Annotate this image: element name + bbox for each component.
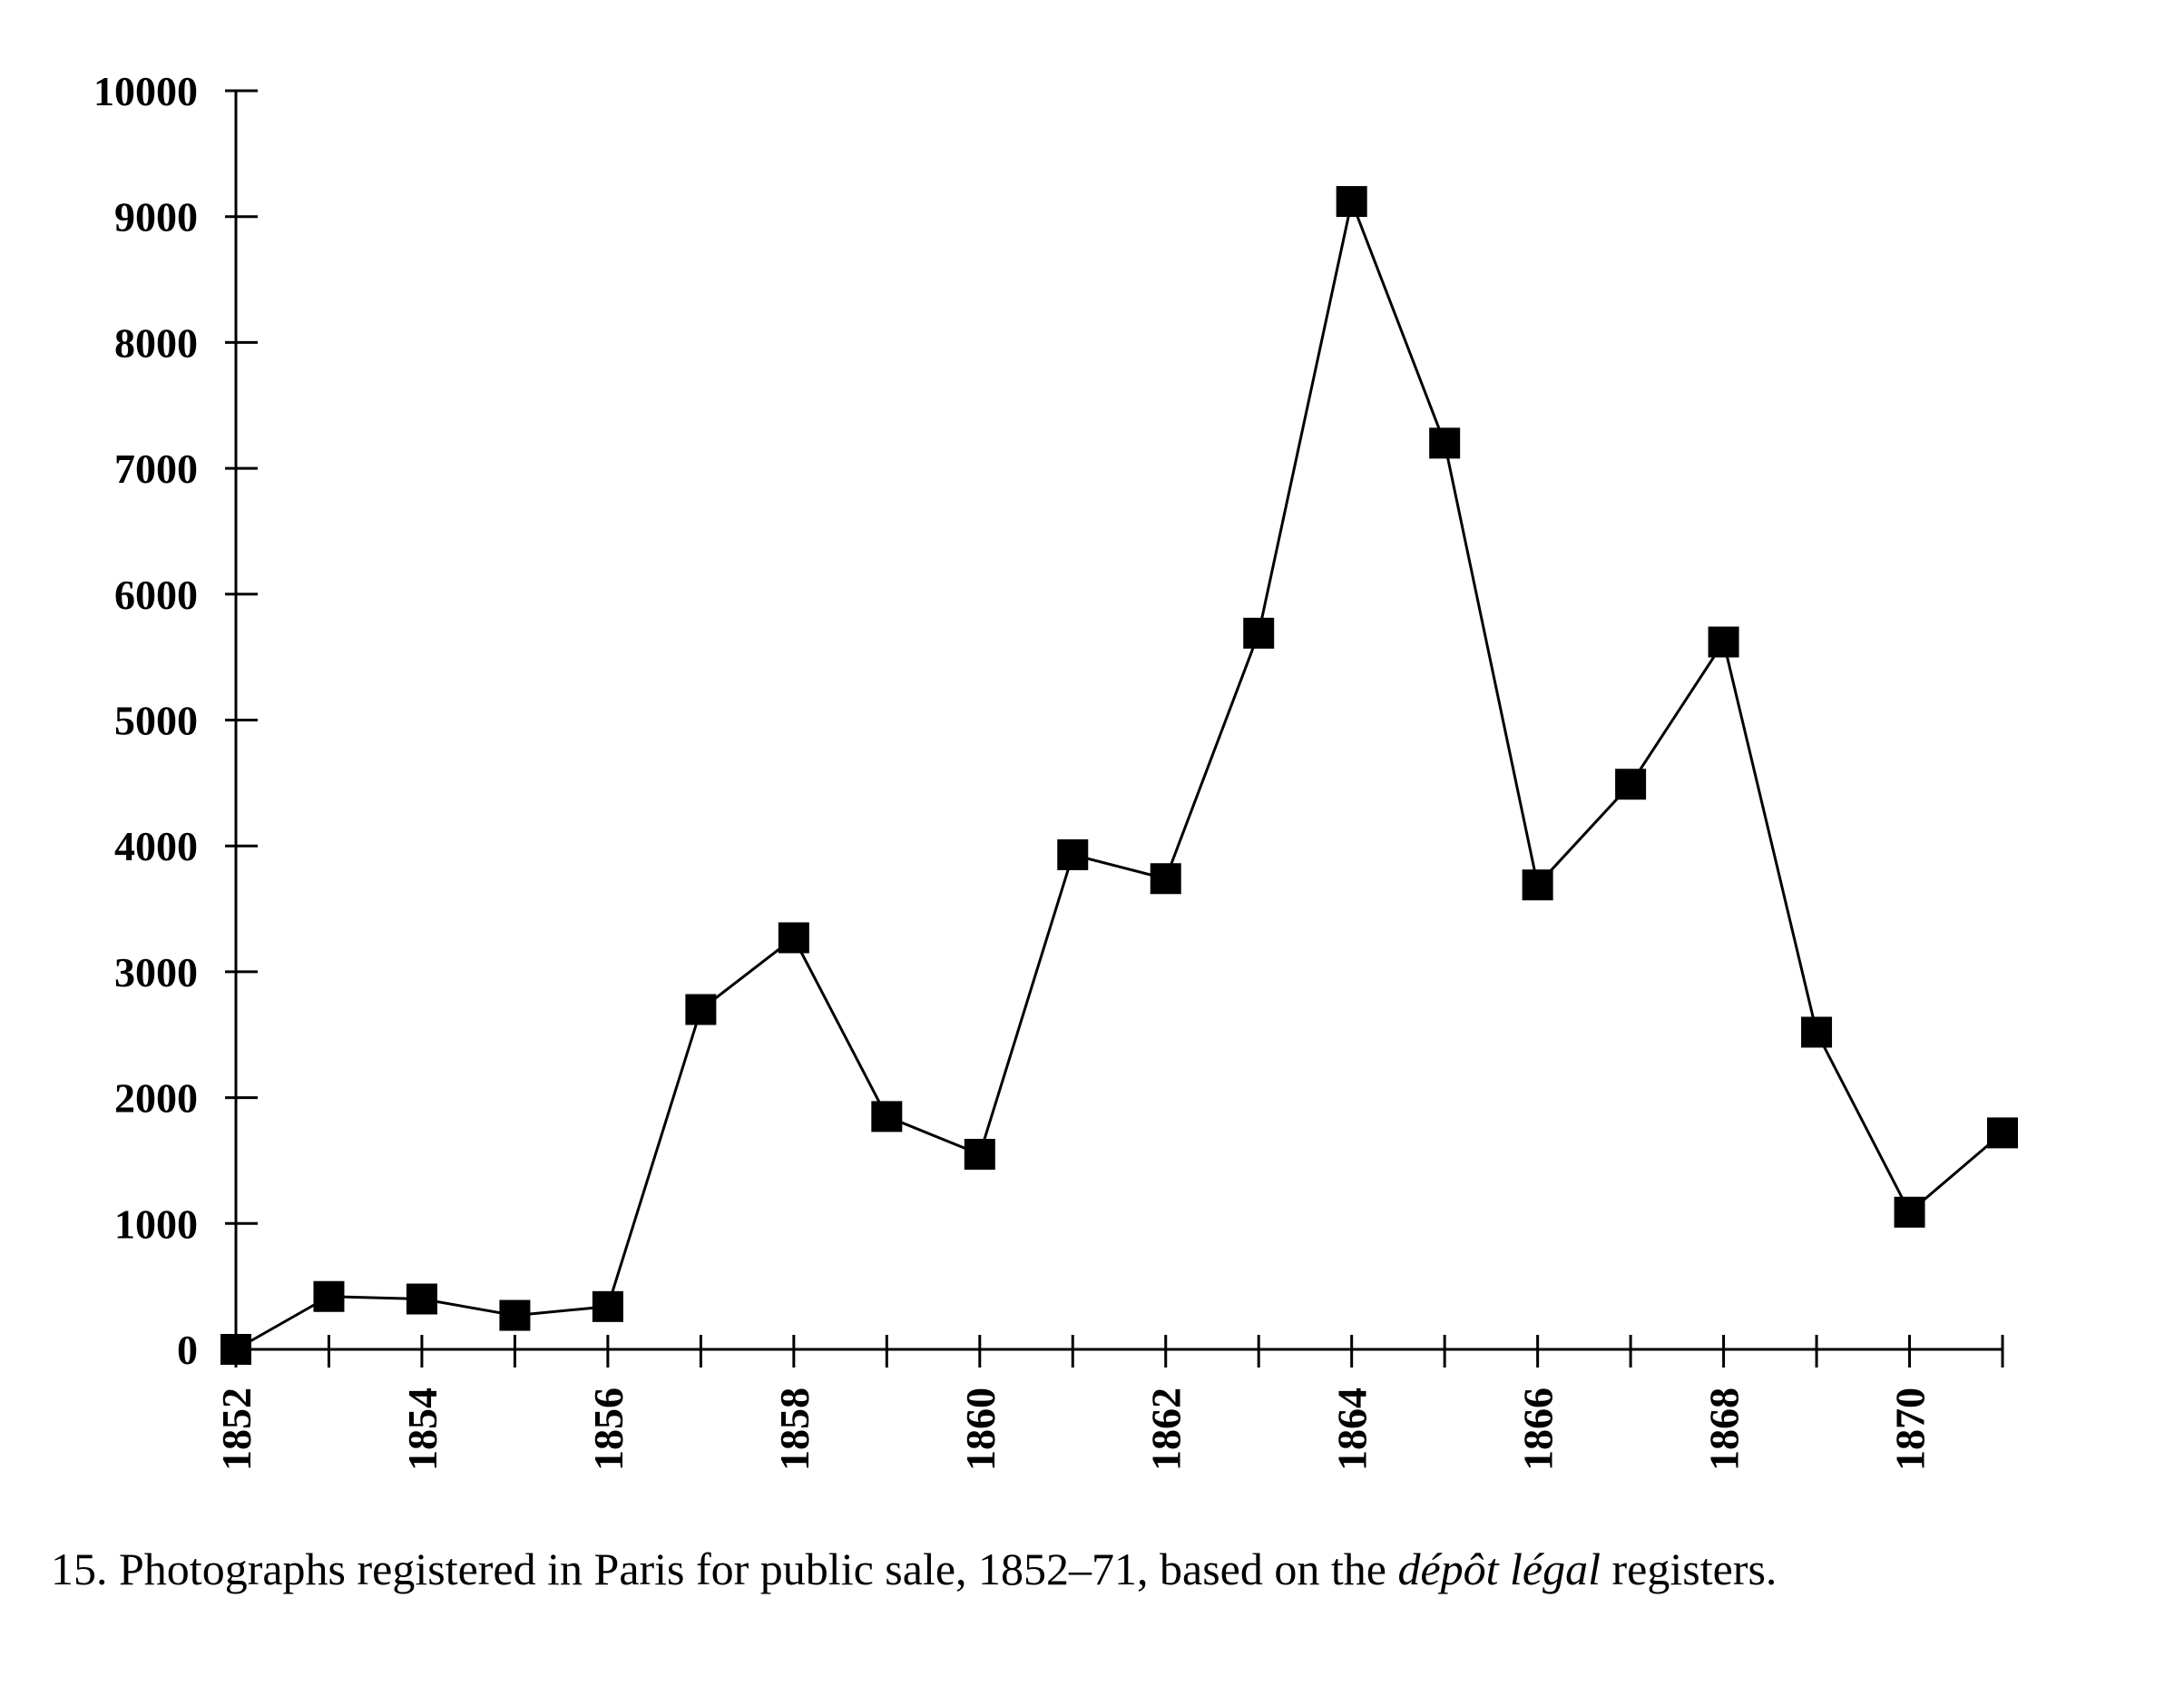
x-tick-label: 1858 (771, 1387, 818, 1471)
caption-italic-term: dépôt légal (1397, 1544, 1601, 1594)
x-tick-label: 1852 (213, 1387, 260, 1471)
data-point-marker (871, 1101, 903, 1132)
y-tick-label: 0 (177, 1327, 198, 1373)
data-point-marker (1894, 1196, 1925, 1228)
caption-number: 15. (51, 1544, 108, 1594)
y-tick-label: 7000 (114, 446, 198, 492)
y-axis: 0 1000 2000 3000 4000 5000 6000 7000 8000 9000 100… (93, 68, 258, 1373)
x-tick-label: 1864 (1329, 1387, 1376, 1471)
y-tick-label: 1000 (114, 1201, 198, 1247)
y-tick-label: 10000 (93, 68, 198, 114)
x-tick-label: 1862 (1143, 1387, 1190, 1471)
data-point-marker (499, 1299, 531, 1331)
data-point-marker (1708, 626, 1739, 658)
x-tick-label: 1870 (1887, 1387, 1934, 1471)
data-point-marker (1987, 1117, 2018, 1149)
x-tick-label: 1856 (585, 1387, 632, 1471)
data-point-marker (964, 1139, 995, 1171)
data-point-marker (1801, 1016, 1833, 1048)
x-tick-label: 1860 (957, 1387, 1004, 1471)
data-point-marker (220, 1334, 251, 1365)
y-tick-label: 8000 (114, 319, 198, 366)
data-point-marker (1336, 186, 1367, 218)
data-point-marker (778, 922, 809, 954)
data-point-marker (1429, 427, 1461, 459)
x-tick-label: 1868 (1701, 1387, 1748, 1471)
x-tick-label: 1854 (399, 1387, 446, 1471)
caption-text-before: Photographs registered in Paris for publ… (119, 1544, 1386, 1594)
y-tick-label: 6000 (114, 572, 198, 618)
y-tick-label: 4000 (114, 823, 198, 869)
y-tick-label: 3000 (114, 949, 198, 995)
x-axis: 1852 1854 1856 1858 1860 1862 1864 1866 1868 1870 (213, 1335, 2004, 1471)
data-point-marker (1243, 617, 1275, 649)
data-point-marker (592, 1290, 623, 1322)
data-point-marker (1057, 838, 1089, 870)
y-tick-label: 9000 (114, 194, 198, 240)
data-point-marker (313, 1280, 345, 1312)
figure-caption: 15. Photographs registered in Paris for … (51, 1543, 2138, 1595)
data-point-marker (1615, 769, 1647, 800)
y-tick-label: 5000 (114, 698, 198, 744)
data-point-marker (1150, 863, 1181, 895)
caption-text-after: registers. (1611, 1544, 1778, 1594)
series-line (235, 196, 2003, 1351)
data-point-marker (685, 994, 717, 1025)
y-tick-label: 2000 (114, 1075, 198, 1122)
data-point-marker (406, 1283, 437, 1315)
x-tick-label: 1866 (1515, 1387, 1562, 1471)
series (220, 186, 2018, 1365)
data-point-marker (1522, 869, 1553, 901)
